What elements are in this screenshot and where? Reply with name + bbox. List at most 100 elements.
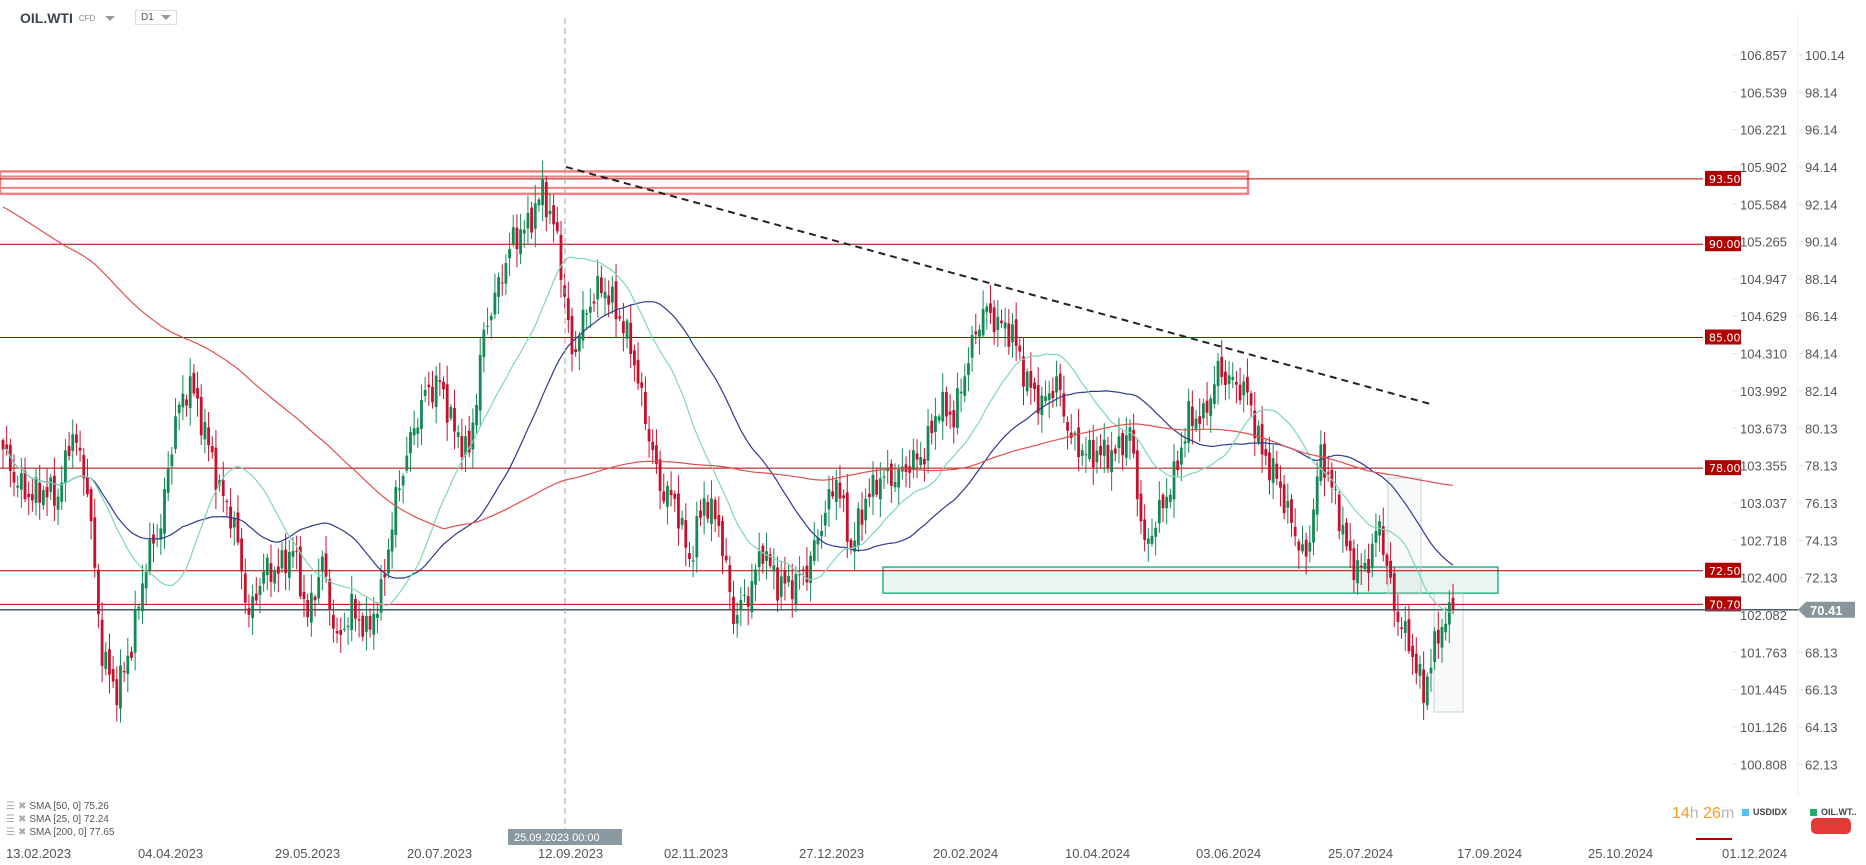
candle-up — [666, 485, 669, 507]
legend-oil[interactable]: OIL.WT.. — [1810, 807, 1857, 817]
menu-icon[interactable]: ☰ — [6, 801, 15, 812]
close-icon[interactable]: ✖ — [17, 814, 27, 825]
candle-down — [1099, 445, 1102, 456]
level-label-bg — [1705, 329, 1741, 345]
candle-down — [284, 549, 288, 574]
candle-up — [757, 551, 761, 568]
candle-up — [519, 229, 522, 255]
menu-icon[interactable]: ☰ — [6, 814, 15, 825]
candle-down — [1069, 432, 1073, 439]
y-tick-label-usdidx: 104.310 — [1740, 347, 1787, 362]
indicator-label: SMA [200, 0] 77.65 — [29, 827, 115, 838]
legend-usdidx[interactable]: USDIDX — [1742, 807, 1787, 817]
candle-up — [409, 431, 412, 454]
candle-down — [75, 434, 78, 443]
menu-icon[interactable]: ☰ — [6, 827, 15, 838]
candle-down — [640, 382, 644, 388]
candle-up — [342, 628, 346, 630]
candle-down — [1022, 356, 1025, 387]
candle-down — [500, 282, 504, 284]
candle-up — [1301, 544, 1304, 552]
candle-up — [1242, 381, 1246, 396]
candle-up — [1183, 441, 1187, 444]
candle-down — [1132, 430, 1136, 454]
candle-up — [376, 613, 379, 619]
candles — [1, 160, 1455, 723]
candle-down — [214, 447, 218, 491]
candle-up — [1124, 435, 1128, 458]
level-label: 70.70 — [1709, 598, 1741, 611]
candle-up — [405, 455, 409, 471]
candle-up — [387, 549, 390, 574]
candle-up — [533, 203, 537, 229]
sell-button[interactable] — [1811, 818, 1851, 834]
candle-down — [1268, 452, 1271, 481]
candle-up — [119, 665, 122, 709]
legend-swatch — [1810, 808, 1817, 816]
candle-down — [467, 430, 471, 453]
candle-up — [978, 329, 981, 337]
candle-down — [1091, 440, 1095, 468]
candle-up — [280, 550, 284, 569]
y-tick-label-usdidx: 106.539 — [1740, 85, 1787, 100]
x-tick-label: 20.07.2023 — [407, 846, 472, 861]
candle-up — [317, 577, 321, 599]
candle-down — [1, 440, 5, 450]
resistance-zone — [0, 170, 1250, 196]
candle-down — [27, 493, 31, 498]
candle-down — [298, 546, 302, 597]
candle-down — [989, 303, 992, 313]
candle-down — [974, 331, 978, 335]
candle-up — [60, 482, 64, 502]
candle-up — [390, 529, 394, 552]
candle-down — [761, 545, 765, 564]
candle-down — [122, 670, 126, 673]
close-icon[interactable]: ✖ — [17, 827, 27, 838]
candle-up — [104, 651, 108, 670]
candle-down — [1135, 450, 1139, 500]
candle-up — [177, 404, 181, 414]
candle-up — [1011, 324, 1014, 343]
candle-down — [1077, 427, 1080, 458]
candle-up — [148, 539, 152, 571]
y-tick-label-oil: 96.14 — [1805, 123, 1838, 138]
indicator-sma-50[interactable]: ☰ ✖ SMA [50, 0] 75.26 — [6, 801, 109, 812]
candle-up — [1194, 418, 1198, 430]
candle-down — [570, 315, 574, 355]
symbol-name: OIL.WTI — [20, 10, 73, 26]
candle-down — [52, 475, 56, 506]
timer-underline — [1696, 838, 1732, 840]
y-tick-label-usdidx: 104.629 — [1740, 309, 1787, 324]
candle-down — [636, 359, 640, 384]
candle-down — [647, 429, 651, 442]
crosshair-label-bg — [508, 829, 622, 845]
y-tick-label-oil: 62.13 — [1805, 757, 1838, 772]
candle-down — [1113, 448, 1117, 454]
indicator-sma-200[interactable]: ☰ ✖ SMA [200, 0] 77.65 — [6, 827, 114, 838]
candle-down — [1345, 522, 1348, 547]
candle-up — [265, 557, 269, 576]
trendline — [565, 165, 1434, 406]
symbol-selector[interactable]: OIL.WTI CFD — [20, 10, 116, 26]
candle-down — [1451, 597, 1455, 610]
candle-up — [493, 292, 497, 315]
candle-down — [192, 372, 196, 394]
candle-down — [1036, 385, 1040, 414]
candle-up — [482, 329, 486, 358]
candle-up — [779, 576, 783, 597]
candle-down — [1246, 376, 1249, 393]
candle-up — [379, 579, 383, 613]
candle-up — [1418, 663, 1422, 676]
candle-down — [93, 517, 97, 568]
candle-down — [1000, 320, 1003, 324]
candle-up — [1341, 525, 1345, 535]
candle-down — [1275, 463, 1279, 479]
y-tick-label-oil: 88.14 — [1805, 272, 1838, 287]
x-tick-label: 12.09.2023 — [538, 846, 603, 861]
candle-down — [1235, 382, 1238, 385]
candle-up — [71, 434, 75, 452]
timeframe-select[interactable]: D1 — [135, 10, 177, 25]
indicator-sma-25[interactable]: ☰ ✖ SMA [25, 0] 72.24 — [6, 814, 109, 825]
close-icon[interactable]: ✖ — [17, 801, 27, 812]
